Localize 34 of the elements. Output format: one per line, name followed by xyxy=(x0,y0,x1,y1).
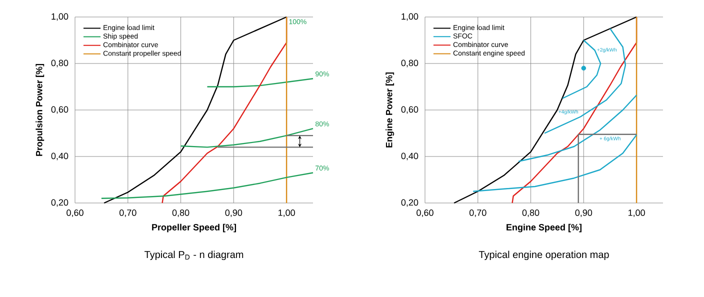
x-tick-label: 1,00 xyxy=(278,210,295,217)
line-series xyxy=(100,172,314,199)
x-tick-label: 0,80 xyxy=(172,210,190,217)
y-tick-label: 0,80 xyxy=(401,60,418,68)
y-tick-label: 1,00 xyxy=(52,13,68,21)
line-series xyxy=(180,128,314,148)
line-series xyxy=(544,28,626,134)
y-tick-label: 0,20 xyxy=(401,199,418,207)
x-tick-label: 0,90 xyxy=(225,210,242,217)
x-tick-label: 0,60 xyxy=(416,210,434,217)
line-series xyxy=(453,16,638,204)
y-tick-label: 0,60 xyxy=(51,106,68,114)
line-series xyxy=(206,78,314,88)
line-series xyxy=(472,134,638,192)
line-series xyxy=(104,16,288,204)
y-tick-label: 0,80 xyxy=(51,60,68,68)
y-axis-title: Engine Power [%] xyxy=(386,72,394,148)
y-tick-label: 0,20 xyxy=(51,199,68,207)
x-tick-label: 0,70 xyxy=(119,210,136,217)
y-tick-label: 1,00 xyxy=(402,13,418,21)
y-tick-label: 0,40 xyxy=(401,152,418,160)
line-series xyxy=(518,94,638,162)
x-tick-label: 0,80 xyxy=(522,210,540,217)
x-tick-label: 0,90 xyxy=(575,210,592,217)
text: Typical engine operation map xyxy=(478,250,609,260)
x-axis-title: Propeller Speed [%] xyxy=(152,224,236,232)
x-axis-title: Engine Speed [%] xyxy=(506,224,582,232)
y-tick-label: 0,40 xyxy=(51,152,68,160)
x-tick-label: 0,70 xyxy=(469,210,486,217)
x-tick-label: 1,00 xyxy=(628,210,645,217)
y-tick-label: 0,60 xyxy=(401,106,418,114)
text: Typical P$_{D}$ - n diagram xyxy=(144,250,244,260)
y-axis-title: Propulsion Power [%] xyxy=(36,64,44,156)
x-tick-label: 0,60 xyxy=(66,210,84,217)
